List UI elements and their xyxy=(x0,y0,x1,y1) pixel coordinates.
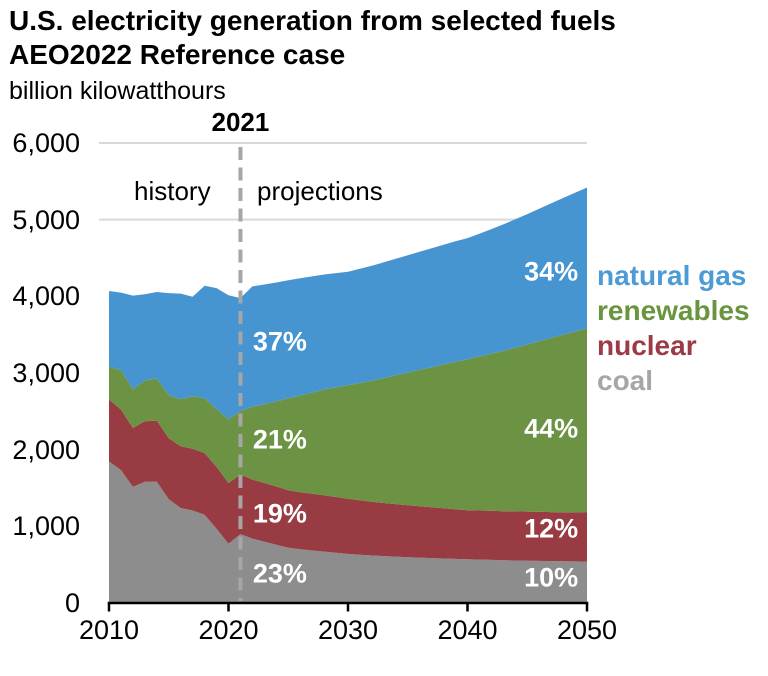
projections-label: projections xyxy=(257,176,383,206)
marker-year-label: 2021 xyxy=(211,107,270,137)
legend-item-coal: coal xyxy=(597,365,654,396)
share-label-nuclear-12%: 12% xyxy=(524,513,579,544)
area-coal xyxy=(109,461,587,603)
y-tick-label-5000: 5,000 xyxy=(12,204,80,235)
x-tick-label-2050: 2050 xyxy=(556,615,618,645)
legend: natural gas renewables nuclear coal xyxy=(597,258,750,398)
x-tick-label-2020: 2020 xyxy=(198,615,259,645)
share-label-coal-10%: 10% xyxy=(524,562,579,593)
chart-title-line1: U.S. electricity generation from selecte… xyxy=(9,5,616,36)
chart-unit-label: billion kilowatthours xyxy=(9,77,226,105)
area-renewables xyxy=(109,328,587,513)
y-tick-label-2000: 2,000 xyxy=(12,434,80,465)
share-label-natural-gas-34%: 34% xyxy=(524,256,579,287)
y-tick-label-0: 0 xyxy=(64,588,80,618)
area-nuclear xyxy=(109,399,587,562)
share-label-renewables-21%: 21% xyxy=(252,424,307,455)
area-natural-gas xyxy=(109,187,587,420)
share-label-natural-gas-37%: 37% xyxy=(252,326,307,357)
x-tick-label-2010: 2010 xyxy=(78,615,140,645)
x-tick-label-2040: 2040 xyxy=(437,615,498,645)
y-tick-label-3000: 3,000 xyxy=(12,358,80,388)
share-label-renewables-44%: 44% xyxy=(524,413,579,444)
x-tick-label-2030: 2030 xyxy=(317,615,379,645)
history-label: history xyxy=(134,176,211,206)
legend-item-renewables: renewables xyxy=(597,295,750,326)
y-tick-label-6000: 6,000 xyxy=(12,128,80,158)
share-label-coal-23%: 23% xyxy=(252,558,307,589)
y-tick-label-4000: 4,000 xyxy=(12,281,80,312)
legend-item-nuclear: nuclear xyxy=(597,330,697,361)
legend-item-natural-gas: natural gas xyxy=(597,260,747,291)
chart-title-line2: AEO2022 Reference case xyxy=(9,39,346,70)
share-label-nuclear-19%: 19% xyxy=(252,498,307,529)
y-tick-label-1000: 1,000 xyxy=(12,511,80,542)
